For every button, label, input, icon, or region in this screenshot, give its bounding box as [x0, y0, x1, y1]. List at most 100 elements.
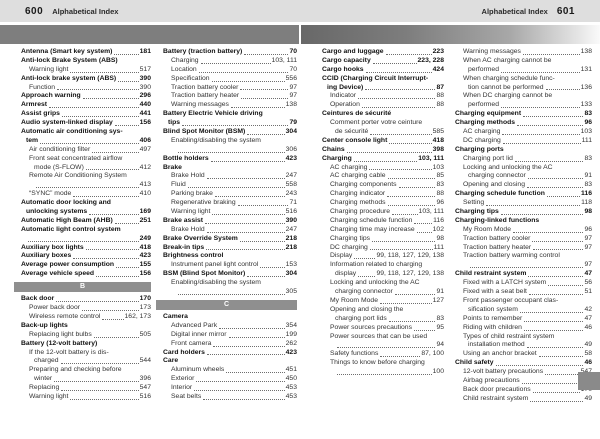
entry-title: Average power consumption [21, 261, 115, 269]
entry-page-number: 94 [436, 341, 444, 349]
index-entry: Average vehicle speed 156 [21, 270, 151, 279]
entry-page-number: 410 [139, 190, 151, 198]
entry-page-number: 423 [285, 348, 297, 356]
entry-page-number: 517 [139, 65, 151, 73]
index-entry: Brake [163, 164, 297, 173]
index-entry: Traction battery warming control [455, 252, 592, 261]
entry-title: Bottle holders [163, 154, 209, 162]
index-entry: Brake assist 390 [163, 217, 297, 226]
index-entry: When DC charging cannot be [455, 92, 592, 101]
entry-page-number: 99, 118, 127, 129, 138 [376, 270, 444, 278]
entry-title: Warning messages [171, 101, 229, 109]
entry-title: Parking brake [171, 190, 213, 198]
dot-leader [206, 226, 285, 233]
index-entry: Auxiliary boxes 423 [21, 252, 151, 261]
entry-title: Care [163, 357, 179, 365]
dot-leader [239, 235, 285, 242]
index-entry: Automatic High Beam (AHB) 251 [21, 217, 151, 226]
entry-title: Power sources precautions [330, 323, 412, 331]
entry-page-number: 398 [432, 145, 444, 153]
entry-page-number: 516 [285, 208, 297, 216]
entry-title: Specification [171, 74, 210, 82]
entry-title: Charging schedule function [455, 190, 545, 198]
index-entry: Regenerative braking 71 [163, 199, 297, 208]
dot-leader [210, 155, 285, 162]
entry-title: Battery (12-volt battery) [21, 339, 98, 347]
index-entry: 306 [163, 146, 297, 155]
dot-leader [73, 252, 139, 260]
index-entry: Approach warning 296 [21, 92, 151, 101]
entry-title: Warning messages [463, 48, 521, 55]
entry-page-number: 423 [139, 252, 151, 260]
entry-title: Traction battery heater [463, 243, 532, 251]
entry-page-number: 412 [139, 163, 151, 171]
index-entry: Automatic light control system [21, 226, 151, 235]
dot-leader [212, 208, 285, 215]
entry-title: Charging procedure [330, 208, 391, 216]
entry-title: Audio system-linked display [21, 119, 113, 127]
dot-leader [116, 261, 139, 269]
entry-page-number: 247 [285, 172, 297, 180]
entry-title: Points to remember [463, 314, 523, 322]
dot-leader [528, 270, 584, 278]
dot-leader [56, 295, 139, 303]
dot-leader [89, 208, 139, 215]
dot-leader [545, 368, 580, 375]
index-entry: Bottle holders 423 [163, 155, 297, 164]
index-entry: Enabling/disabling the system [163, 137, 297, 146]
dot-leader [353, 155, 418, 162]
entry-title: Automatic High Beam (AHB) [21, 216, 113, 224]
index-entry: Types of child restraint system [455, 333, 592, 342]
entry-title: charged [34, 357, 59, 365]
index-entry: Setting 118 [455, 199, 592, 208]
entry-title: Battery (traction battery) [163, 48, 243, 55]
index-entry: Back-up lights [21, 322, 151, 331]
entry-title: Cargo capacity [322, 56, 371, 64]
entry-page-number: 450 [285, 375, 297, 383]
entry-page-number: 138 [285, 101, 297, 109]
index-entry: Charging methods 96 [322, 199, 444, 208]
index-entry: Traction battery heater 97 [163, 92, 297, 101]
entry-title: AC charging [330, 163, 368, 171]
dot-leader [532, 386, 580, 393]
entry-title: 12-volt battery precautions [463, 368, 544, 376]
entry-page-number: 70 [289, 48, 297, 55]
index-entry: 12-volt battery precautions 547 [455, 368, 592, 377]
entry-title: Charging components [330, 181, 397, 189]
dot-leader [365, 66, 432, 73]
dot-leader [526, 341, 584, 349]
entry-title: Traction battery cooler [171, 83, 239, 91]
index-entry: installation method 49 [455, 341, 592, 350]
entry-page-number: 170 [139, 295, 151, 303]
entry-page-number: 453 [285, 392, 297, 400]
dot-leader [118, 75, 139, 82]
entry-title: charging connector [468, 172, 526, 180]
entry-title: Child safety [455, 359, 494, 367]
index-entry: Assist grips 441 [21, 110, 151, 119]
dot-leader [523, 324, 584, 331]
entry-page-number: 97 [289, 83, 297, 91]
index-entry: charged 544 [21, 357, 151, 366]
entry-title: Back door [21, 295, 55, 303]
entry-title: When DC charging cannot be [463, 92, 553, 100]
dot-leader [387, 190, 436, 198]
entry-title: Power sources that can be used [330, 332, 428, 340]
entry-page-number: 103, 111 [418, 154, 444, 162]
entry-title: Assist grips [21, 110, 60, 118]
dot-leader [538, 350, 584, 358]
entry-page-number: 56 [584, 279, 592, 287]
index-entry: Specification 556 [163, 75, 297, 84]
entry-page-number: 138 [580, 48, 592, 55]
dot-leader [61, 110, 139, 118]
index-entry: 100 [322, 368, 444, 377]
index-entry: Fixed with a seat belt 51 [455, 288, 592, 297]
index-entry: Brake Override System 218 [163, 235, 297, 244]
entry-title: tem [26, 136, 39, 144]
index-entry: tem 406 [21, 137, 151, 146]
entry-page-number: 262 [285, 339, 297, 347]
index-entry: Seat belts 453 [163, 393, 297, 402]
index-entry: Cargo hooks 424 [322, 66, 444, 75]
index-entry: Charging tips 98 [455, 208, 592, 217]
index-entry: Fluid 558 [163, 181, 297, 190]
